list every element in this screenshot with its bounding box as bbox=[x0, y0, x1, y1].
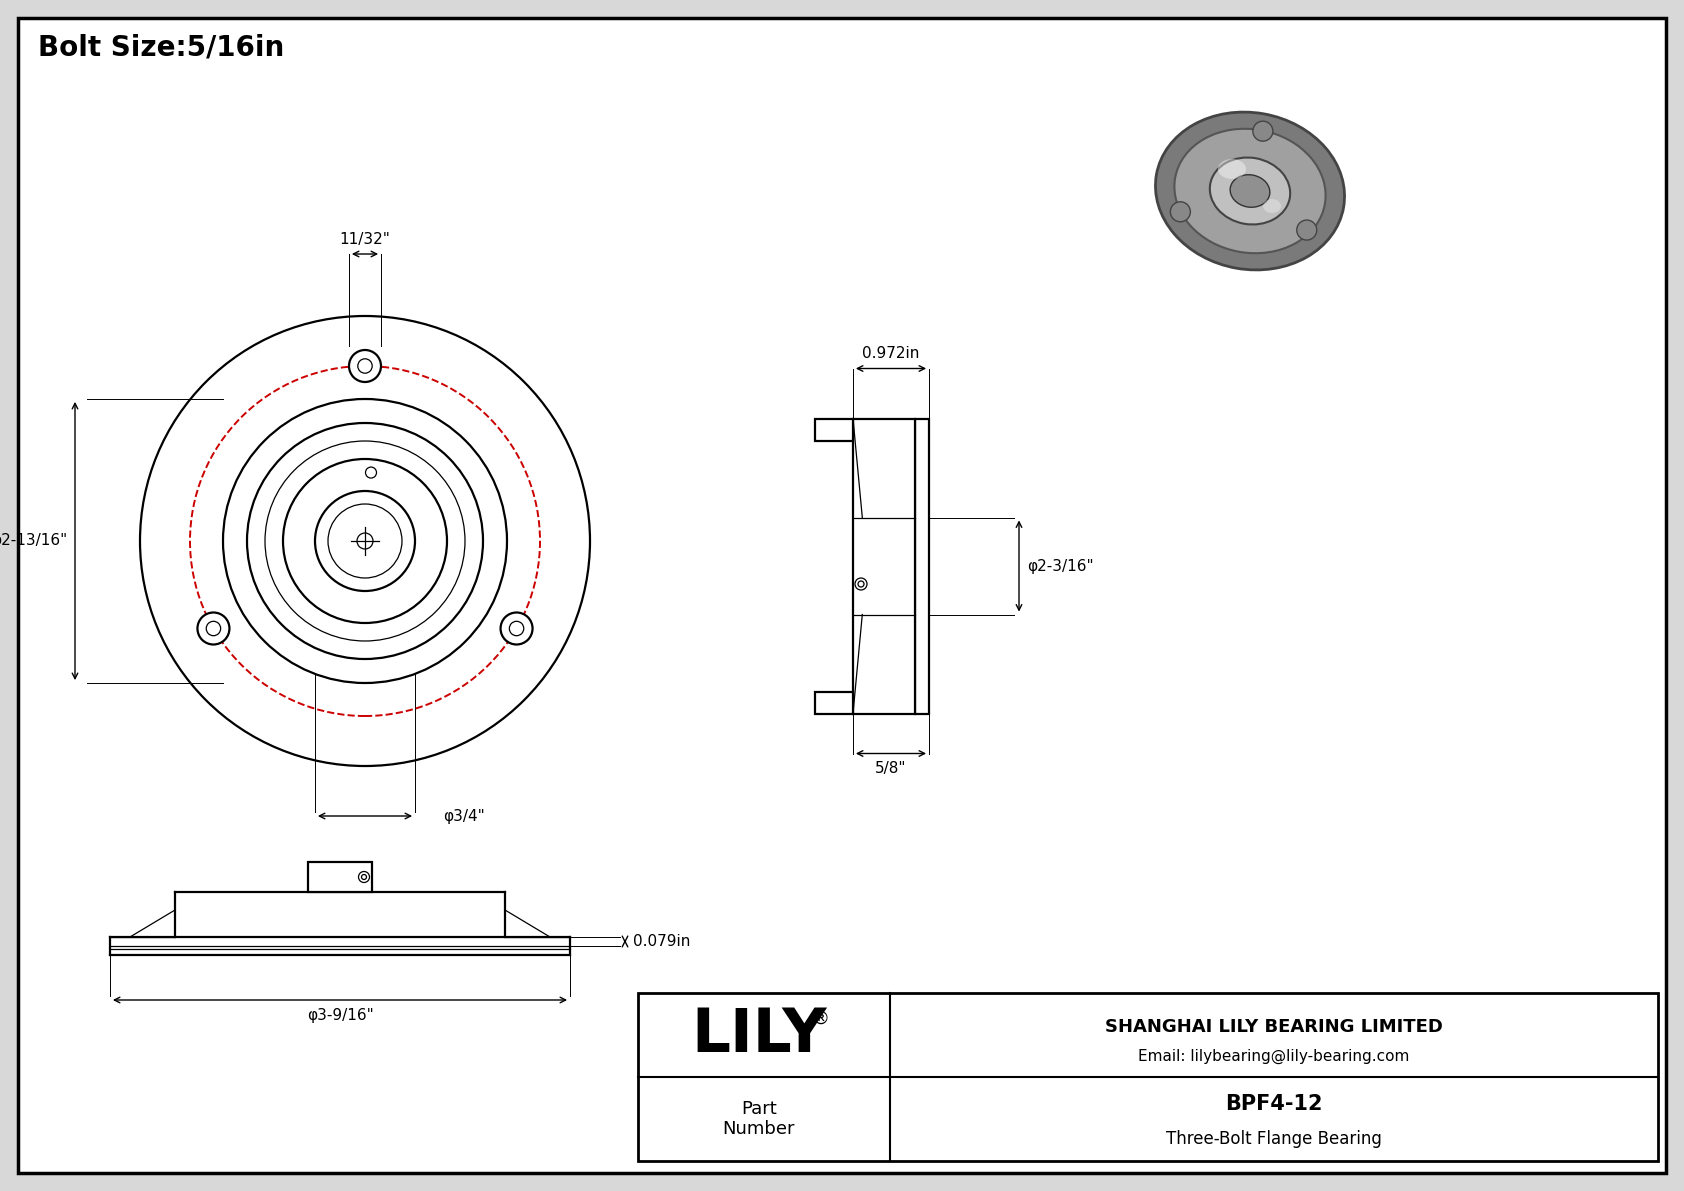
Circle shape bbox=[140, 316, 589, 766]
Text: φ2-3/16": φ2-3/16" bbox=[1027, 559, 1093, 574]
Circle shape bbox=[205, 622, 221, 636]
Circle shape bbox=[859, 581, 864, 587]
Ellipse shape bbox=[1218, 160, 1246, 179]
Circle shape bbox=[362, 874, 367, 879]
Bar bbox=[815, 418, 854, 441]
Text: BPF4-12: BPF4-12 bbox=[1226, 1093, 1322, 1114]
Text: Email: lilybearing@lily-bearing.com: Email: lilybearing@lily-bearing.com bbox=[1138, 1049, 1410, 1065]
Circle shape bbox=[357, 534, 372, 549]
Text: Three-Bolt Flange Bearing: Three-Bolt Flange Bearing bbox=[1165, 1130, 1383, 1148]
Circle shape bbox=[500, 612, 532, 644]
Bar bbox=[308, 862, 372, 892]
Circle shape bbox=[283, 459, 446, 623]
Circle shape bbox=[1170, 201, 1191, 222]
Text: 0.079in: 0.079in bbox=[633, 934, 690, 949]
Circle shape bbox=[509, 622, 524, 636]
Circle shape bbox=[197, 612, 229, 644]
Circle shape bbox=[365, 467, 377, 478]
Circle shape bbox=[1297, 220, 1317, 241]
Circle shape bbox=[264, 441, 465, 641]
Bar bbox=[815, 692, 854, 713]
Circle shape bbox=[328, 504, 402, 578]
Text: φ2-13/16": φ2-13/16" bbox=[0, 534, 67, 549]
Text: φ3/4": φ3/4" bbox=[443, 809, 485, 823]
Text: SHANGHAI LILY BEARING LIMITED: SHANGHAI LILY BEARING LIMITED bbox=[1105, 1017, 1443, 1036]
Bar bbox=[638, 993, 1659, 1161]
Ellipse shape bbox=[1229, 175, 1270, 207]
Ellipse shape bbox=[1174, 129, 1325, 254]
Text: 0.972in: 0.972in bbox=[862, 347, 919, 362]
Circle shape bbox=[248, 423, 483, 659]
Text: LILY: LILY bbox=[690, 1005, 827, 1065]
Circle shape bbox=[1253, 121, 1273, 142]
Ellipse shape bbox=[1209, 157, 1290, 224]
Ellipse shape bbox=[1155, 112, 1344, 270]
Text: Part
Number: Part Number bbox=[722, 1099, 795, 1139]
Text: φ3-9/16": φ3-9/16" bbox=[306, 1008, 374, 1023]
Ellipse shape bbox=[1263, 199, 1282, 213]
Circle shape bbox=[222, 399, 507, 682]
Ellipse shape bbox=[1155, 112, 1344, 270]
Bar bbox=[854, 418, 914, 713]
Circle shape bbox=[359, 872, 369, 883]
Text: 5/8": 5/8" bbox=[876, 761, 906, 775]
Text: ®: ® bbox=[812, 1010, 829, 1028]
Text: 11/32": 11/32" bbox=[340, 232, 391, 247]
Circle shape bbox=[349, 350, 381, 382]
Circle shape bbox=[315, 491, 414, 591]
Circle shape bbox=[357, 358, 372, 373]
Text: Bolt Size:5/16in: Bolt Size:5/16in bbox=[39, 33, 285, 61]
Circle shape bbox=[855, 578, 867, 590]
Bar bbox=[914, 418, 930, 713]
